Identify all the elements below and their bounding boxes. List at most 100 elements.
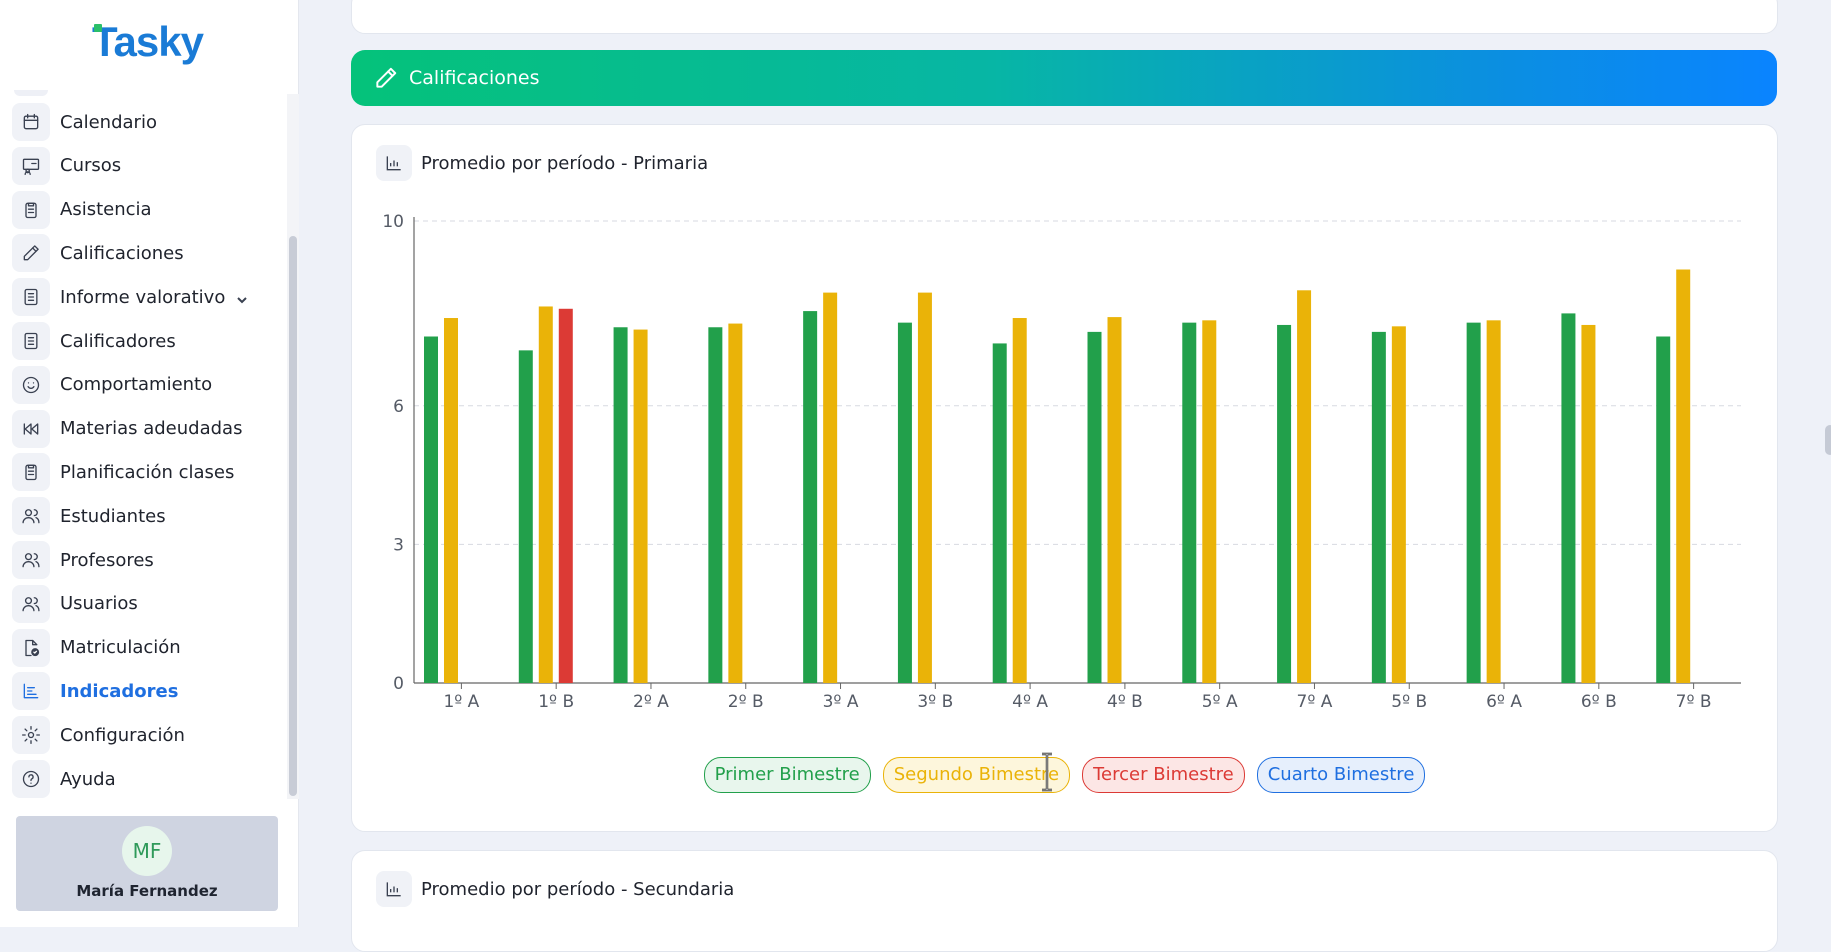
course-icon (12, 146, 50, 185)
y-tick-label: 0 (393, 674, 404, 694)
y-tick-label: 6 (393, 397, 404, 417)
sidebar-item-planificacion-clases[interactable]: Planificación clases (12, 452, 282, 492)
chevron-down-icon[interactable] (235, 292, 249, 306)
bar-segundo-bimestre-12 (1581, 324, 1596, 683)
section-banner: Calificaciones (351, 50, 1777, 106)
bar-primer-bimestre-1 (518, 350, 533, 683)
sidebar-item-profesores[interactable]: Profesores (12, 540, 282, 580)
calendar-icon (12, 103, 50, 141)
x-tick-label: 4º B (1107, 692, 1143, 712)
sidebar-item-comportamiento[interactable]: Comportamiento (12, 365, 282, 405)
sidebar-item-informe-valorativo[interactable]: Informe valorativo (12, 277, 282, 317)
x-tick-label: 3º A (823, 692, 859, 712)
sidebar-item-asistencia[interactable]: Asistencia (12, 190, 282, 230)
page-scroll-handle[interactable] (1825, 425, 1831, 455)
sidebar-item-label: Cursos (60, 155, 122, 177)
bar-primer-bimestre-0 (424, 336, 438, 683)
chart-legend: Primer Bimestre Segundo Bimestre Tercer Bi… (352, 757, 1777, 793)
sidebar-item-label: Comportamiento (60, 374, 213, 396)
gear-icon (12, 716, 50, 755)
sidebar-item-label: Calendario (60, 111, 157, 133)
bar-tercer-bimestre-1 (558, 308, 573, 683)
sidebar-item-usuarios[interactable]: Usuarios (12, 584, 282, 624)
chart-card-header: Promedio por período - Secundaria (376, 871, 734, 907)
x-tick-label: 5º A (1202, 692, 1238, 712)
bar-primer-bimestre-13 (1656, 336, 1671, 683)
sidebar-item-indicadores[interactable]: Indicadores (12, 671, 282, 711)
sidebar-item-calendario[interactable]: Calendario (12, 102, 282, 142)
users-icon (12, 541, 50, 579)
x-tick-label: 7º A (1297, 692, 1333, 712)
file-check-icon (12, 628, 50, 667)
chart-card-secundaria: Promedio por período - Secundaria (351, 850, 1778, 952)
user-card[interactable]: MF María Fernandez (16, 816, 278, 911)
sidebar-item-label: Estudiantes (60, 505, 166, 527)
sidebar-item-cursos[interactable]: Cursos (12, 146, 282, 186)
sidebar-item-label: Planificación clases (60, 461, 235, 483)
bar-primer-bimestre-11 (1466, 322, 1481, 683)
sidebar-item-label: Usuarios (60, 593, 138, 615)
chart-title: Promedio por período - Primaria (421, 152, 709, 174)
bar-segundo-bimestre-0 (444, 318, 458, 683)
sidebar-item-calificaciones[interactable]: Calificaciones (12, 233, 282, 273)
bar-chart: 0 3 6 10 1º A 1º B 2º A 2º B 3º A 3º B 4º A 4º B 5º … (382, 212, 1741, 712)
x-tick-label: 1º A (443, 692, 479, 712)
tasky-logo[interactable]: Tasky (92, 18, 204, 65)
document-icon (12, 278, 50, 317)
bar-segundo-bimestre-1 (538, 306, 553, 683)
sidebar-item-label: Configuración (60, 724, 185, 746)
sidebar-item-estudiantes[interactable]: Estudiantes (12, 496, 282, 536)
chart-card-header: Promedio por período - Primaria (376, 145, 708, 181)
bar-primer-bimestre-10 (1371, 331, 1386, 683)
x-tick-label: 1º B (538, 692, 574, 712)
bar-segundo-bimestre-7 (1107, 317, 1122, 683)
pencil-icon (12, 234, 50, 273)
bar-primer-bimestre-2 (613, 327, 628, 683)
sidebar-item-materias-adeudadas[interactable]: Materias adeudadas (12, 409, 282, 449)
legend-primer-bimestre[interactable]: Primer Bimestre (703, 757, 871, 793)
sidebar-item-matriculacion[interactable]: Matriculación (12, 628, 282, 668)
bar-segundo-bimestre-4 (823, 292, 838, 683)
bar-segundo-bimestre-5 (917, 292, 932, 683)
smiley-icon (12, 365, 50, 404)
legend-segundo-bimestre[interactable]: Segundo Bimestre (882, 757, 1071, 793)
sidebar-item-label: Matriculación (60, 637, 181, 659)
bar-primer-bimestre-12 (1561, 313, 1576, 683)
sidebar-scrollbar[interactable] (289, 236, 297, 796)
bar-primer-bimestre-8 (1182, 322, 1197, 683)
clipboard-icon (12, 190, 50, 229)
text-cursor-icon (1042, 752, 1052, 792)
sidebar-item-label: Informe valorativo (60, 286, 226, 308)
sidebar-item-calificadores[interactable]: Calificadores (12, 321, 282, 361)
bar-segundo-bimestre-13 (1676, 269, 1691, 683)
bar-primer-bimestre-3 (708, 327, 723, 683)
users-icon (12, 584, 50, 623)
sidebar: Tasky Calendario Cursos Asistencia Califica… (0, 0, 299, 927)
bar-segundo-bimestre-11 (1486, 320, 1501, 683)
bar-chart-icon (376, 871, 412, 907)
bar-primer-bimestre-4 (803, 311, 818, 683)
legend-cuarto-bimestre[interactable]: Cuarto Bimestre (1256, 757, 1426, 793)
avatar[interactable]: MF (122, 826, 172, 876)
bar-segundo-bimestre-9 (1297, 290, 1312, 683)
legend-tercer-bimestre[interactable]: Tercer Bimestre (1082, 757, 1245, 793)
bar-primer-bimestre-7 (1087, 331, 1102, 683)
chart-title-secundaria: Promedio por período - Secundaria (421, 878, 735, 900)
sidebar-item-label: Ayuda (60, 768, 116, 790)
bar-segundo-bimestre-3 (728, 323, 743, 683)
sidebar-item-label: Asistencia (60, 199, 152, 221)
clipboard-icon (12, 453, 50, 492)
bar-segundo-bimestre-2 (633, 329, 648, 683)
x-tick-label: 7º B (1676, 692, 1712, 712)
sidebar-item-label: Materias adeudadas (60, 418, 243, 440)
y-tick-label: 10 (382, 212, 404, 232)
rewind-icon (12, 409, 50, 448)
chart-card-primaria: Promedio por período - Primaria 0 3 6 10 1º … (351, 124, 1778, 832)
sidebar-item-configuracion[interactable]: Configuración (12, 715, 282, 755)
x-tick-label: 2º B (728, 692, 764, 712)
bar-primer-bimestre-9 (1277, 324, 1292, 683)
y-tick-label: 3 (393, 535, 404, 555)
banner-title: Calificaciones (409, 67, 540, 89)
sidebar-item-ayuda[interactable]: Ayuda (12, 759, 282, 799)
nav-item-peek (14, 90, 48, 96)
